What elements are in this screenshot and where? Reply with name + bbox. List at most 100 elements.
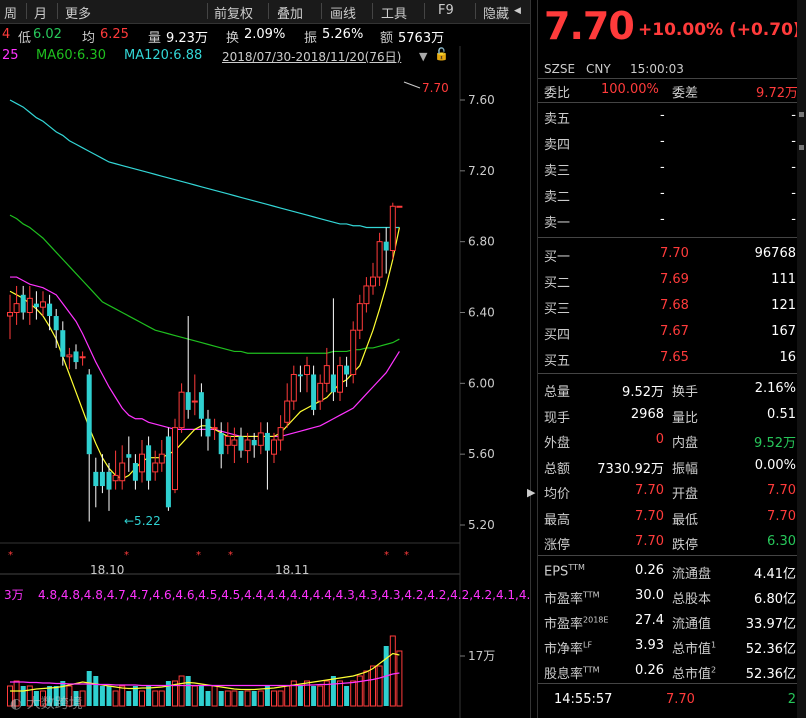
toolbar-adjust[interactable]: 前复权 xyxy=(214,7,254,22)
toolbar-week[interactable]: 周 xyxy=(4,7,18,22)
ma120-label: MA120:6.88 xyxy=(124,48,203,63)
event-marker-icon: * xyxy=(124,550,129,561)
candle-body xyxy=(396,205,403,208)
bid-row[interactable]: 买五 7.65 16 xyxy=(538,348,800,369)
collapse-arrow-icon[interactable]: ▶ xyxy=(527,486,536,499)
candle-body xyxy=(60,330,66,357)
high-annotation: 7.70 xyxy=(422,81,449,95)
order-ratio-row: 委比 100.00% 委差 9.72万 xyxy=(538,80,800,101)
ask-row[interactable]: 卖二 - - xyxy=(538,184,800,205)
toolbar-overlay[interactable]: 叠加 xyxy=(277,7,304,22)
ma60-line xyxy=(9,214,400,354)
candle-body xyxy=(231,439,238,446)
bid-row[interactable]: 买三 7.68 121 xyxy=(538,296,800,317)
fund-label: 总市值2 xyxy=(672,665,717,682)
candle-body xyxy=(172,427,178,491)
high-pointer xyxy=(403,81,421,89)
volume-bar xyxy=(139,690,145,707)
bid-row[interactable]: 买一 7.70 96768 xyxy=(538,244,800,265)
date-range[interactable]: 2018/07/30-2018/11/20(76日) xyxy=(222,50,402,64)
ask-row[interactable]: 卖五 - - xyxy=(538,106,800,127)
bid-row[interactable]: 买四 7.67 167 xyxy=(538,322,800,343)
wei-bi-value: 100.00% xyxy=(601,82,659,97)
volume-bar xyxy=(257,690,264,707)
candle-body xyxy=(93,471,99,487)
stat-label: 换手 xyxy=(672,385,699,400)
lock-icon[interactable]: 🔓 xyxy=(434,47,449,61)
stat-value: 9.52万 xyxy=(754,436,796,451)
level-label: 卖三 xyxy=(544,164,571,179)
candle-body xyxy=(40,301,46,308)
volume-bar xyxy=(337,680,343,707)
candle-body xyxy=(146,445,152,481)
volume-bar xyxy=(47,686,53,706)
fund-row: 市净率LF 3.93 总市值1 52.36亿 xyxy=(538,636,800,657)
candle-body xyxy=(356,303,363,331)
stat-amount-label: 额 xyxy=(380,31,394,46)
candle-body xyxy=(264,432,270,451)
vma20-legend: 4.8,4.8,4.8,4.7,4.7,4.6,4.6,4.5,4.5,4.4,… xyxy=(38,588,530,602)
volume-bar xyxy=(33,691,39,706)
candle-body xyxy=(112,474,119,482)
stat-row: 最高 7.70 最低 7.70 xyxy=(538,507,800,528)
candle-body xyxy=(119,462,126,482)
day-stats: 4 低 6.02 均 6.25 量 9.23万 换 2.09% 振 5.26% … xyxy=(0,24,530,46)
event-marker-icon: * xyxy=(384,550,389,561)
candlesticks xyxy=(7,202,403,522)
scrollbar[interactable] xyxy=(797,0,806,718)
volume-bar xyxy=(60,681,66,706)
kline-chart[interactable]: 3万 4.8,4.8,4.8,4.7,4.7,4.6,4.6,4.5,4.5,4.… xyxy=(0,46,530,718)
level-label: 买四 xyxy=(544,328,571,343)
ma10-line xyxy=(10,276,400,438)
toolbar-f9[interactable]: F9 xyxy=(438,3,454,18)
volume-bar xyxy=(356,675,363,707)
vol-legend-partial: 3万 xyxy=(4,588,24,602)
bid-row[interactable]: 买二 7.69 111 xyxy=(538,270,800,291)
candle-body xyxy=(165,436,171,508)
volume-bar xyxy=(330,676,336,706)
level-label: 卖一 xyxy=(544,216,571,231)
stat-amp-value: 5.26% xyxy=(322,27,364,42)
volume-bar xyxy=(251,691,257,706)
toolbar-expand-icon[interactable]: ◀ xyxy=(514,6,521,16)
toolbar-more[interactable]: 更多 xyxy=(65,7,92,22)
volume-bar xyxy=(53,686,59,706)
price-change: +10.00% (+0.70) xyxy=(638,20,801,40)
volume-bar xyxy=(40,690,46,707)
candle-body xyxy=(284,400,291,423)
toolbar-draw[interactable]: 画线 xyxy=(330,7,357,22)
fund-row: 市盈率2018E 27.4 流通值 33.97亿 xyxy=(538,611,800,632)
fund-value: 0.26 xyxy=(635,663,664,678)
volume-bar xyxy=(218,691,224,706)
volume-bar xyxy=(290,680,297,707)
chart-grid xyxy=(0,46,461,718)
range-dropdown-icon[interactable]: ▼ xyxy=(419,50,428,63)
volume-bar xyxy=(264,686,270,706)
level-volume: 16 xyxy=(779,350,796,365)
toolbar-hide[interactable]: 隐藏 xyxy=(483,7,510,22)
stat-label: 振幅 xyxy=(672,461,699,477)
ask-row[interactable]: 卖四 - - xyxy=(538,132,800,153)
exchange: SZSE xyxy=(544,62,576,76)
scroll-down-icon[interactable] xyxy=(799,145,804,150)
event-marker-icon: * xyxy=(196,550,201,561)
ask-row[interactable]: 卖三 - - xyxy=(538,158,800,179)
candle-body xyxy=(383,241,389,251)
level-volume: - xyxy=(791,186,796,201)
candle-body xyxy=(106,471,112,490)
stat-value: 0.00% xyxy=(754,457,796,473)
scroll-up-icon[interactable] xyxy=(799,112,804,117)
ask-row[interactable]: 卖一 - - xyxy=(538,210,800,231)
toolbar-month[interactable]: 月 xyxy=(34,7,48,22)
candle-body xyxy=(205,418,211,437)
fund-label: 股息率TTM xyxy=(544,665,600,682)
candle-body xyxy=(323,365,330,384)
volume-bar xyxy=(158,690,165,707)
volume-bar xyxy=(20,686,26,706)
toolbar-tools[interactable]: 工具 xyxy=(381,7,408,22)
stat-label: 最高 xyxy=(544,512,571,528)
fund-row: EPSTTM 0.26 流通盘 4.41亿 xyxy=(538,561,800,582)
wei-cha-label: 委差 xyxy=(672,86,699,101)
tick-vol: 2 xyxy=(787,692,796,707)
